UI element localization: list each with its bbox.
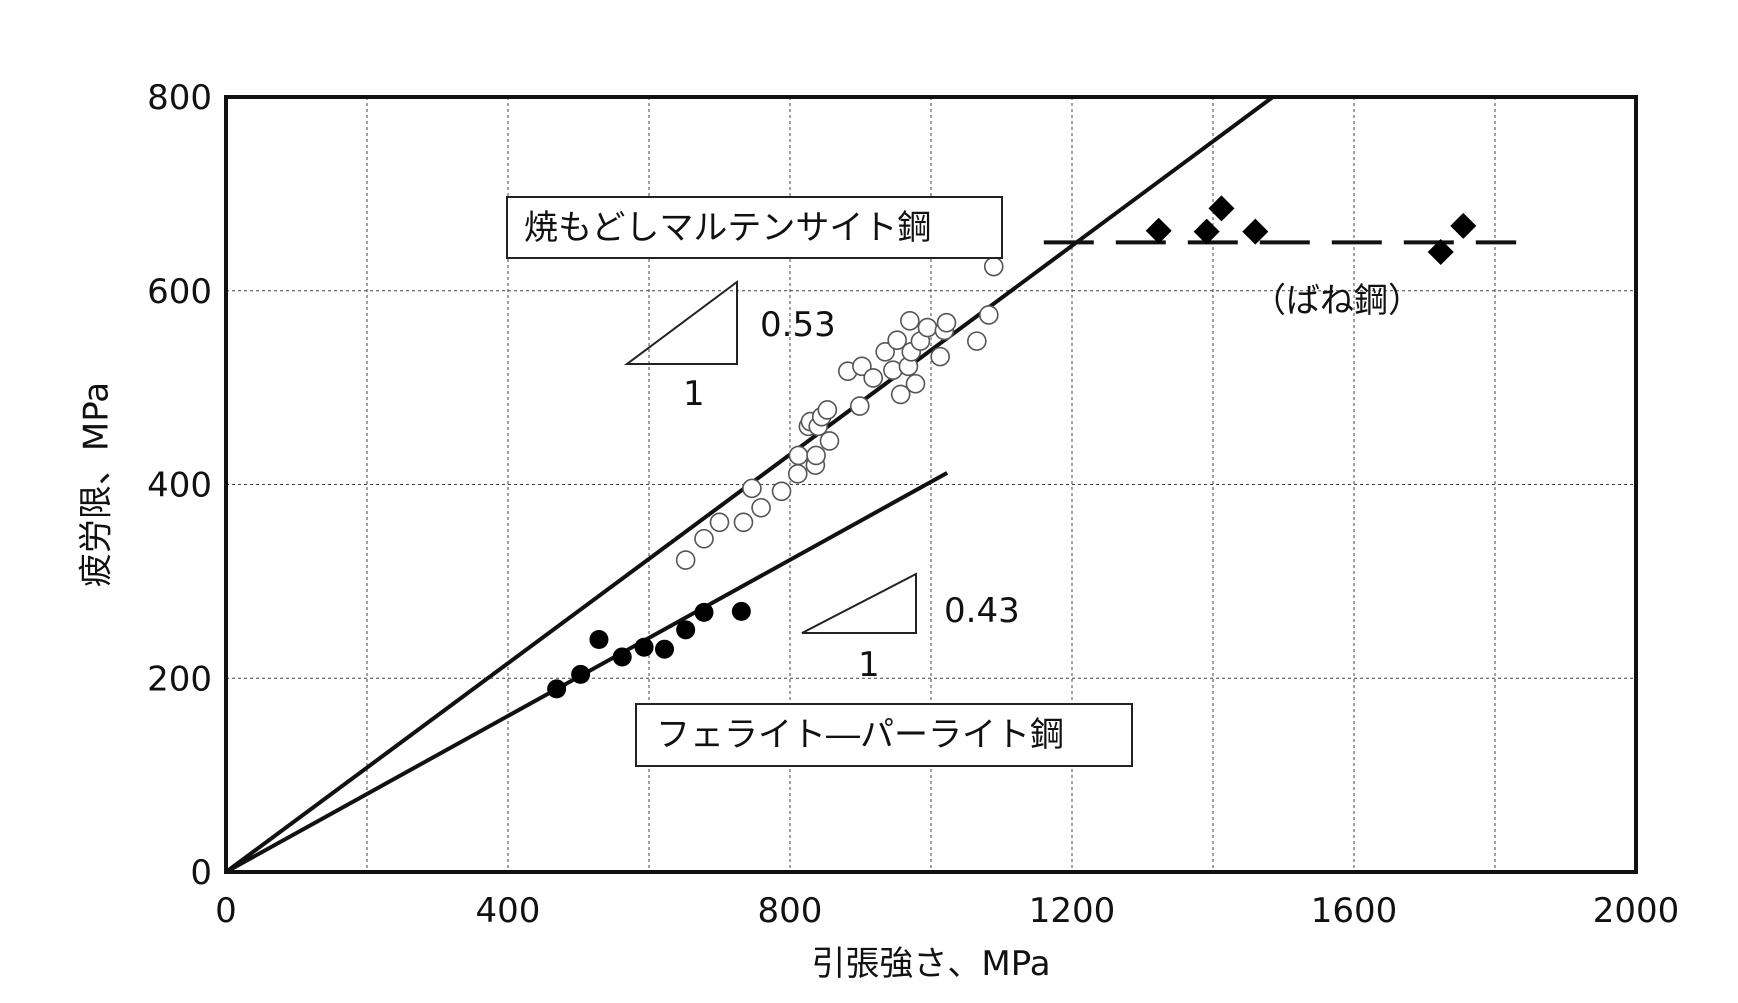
- martensite-point: [817, 400, 838, 420]
- martensite-point: [771, 481, 792, 502]
- y-tick-label: 600: [147, 272, 212, 312]
- slope-upper-run: 1: [683, 374, 705, 414]
- martensite-point: [979, 305, 999, 325]
- ferrite-label: フェライト―パーライト鋼: [656, 715, 1064, 755]
- martensite-point: [733, 512, 754, 533]
- y-axis-title: 疲労限、MPa: [77, 382, 117, 587]
- ferrite-point: [731, 601, 751, 621]
- martensite-point: [751, 497, 771, 518]
- martensite-point: [917, 317, 938, 338]
- x-axis-title: 引張強さ、MPa: [811, 944, 1050, 984]
- ferrite-point: [571, 664, 591, 684]
- tick-labels: 0 400 800 1200 1600 2000 0 200 400 600 800: [147, 78, 1679, 931]
- x-tick-label: 1200: [1029, 891, 1116, 931]
- martensite-point: [819, 431, 840, 451]
- martensite-point: [709, 512, 730, 533]
- slope-lower-value: 0.43: [944, 591, 1020, 631]
- spring-steel-point: [1242, 218, 1269, 245]
- spring-steel-point: [1145, 217, 1172, 244]
- martensite-point: [887, 330, 907, 350]
- slope-lower-run: 1: [858, 645, 880, 685]
- martensite-point: [983, 256, 1004, 277]
- martensite-point: [875, 341, 895, 362]
- slope-upper-value: 0.53: [760, 305, 836, 345]
- martensite-label-box: 焼もどしマルテンサイト鋼: [506, 196, 1003, 259]
- martensite-point: [806, 445, 826, 466]
- martensite-point: [742, 478, 762, 499]
- spring-steel-label: （ばね鋼）: [1252, 281, 1422, 321]
- slope-triangle-lower: 0.43 1: [801, 572, 1020, 685]
- ferrite-point: [589, 630, 609, 649]
- martensite-point: [788, 445, 809, 466]
- spring-steel-point: [1427, 239, 1454, 265]
- x-tick-label: 1600: [1311, 891, 1398, 931]
- martensite-point: [694, 528, 714, 549]
- martensite-point: [890, 384, 911, 405]
- ferrite-point: [634, 637, 654, 657]
- ferrite-point: [547, 679, 567, 699]
- martensite-point: [967, 331, 987, 351]
- martensite-point: [852, 356, 872, 377]
- martensite-point: [863, 368, 883, 388]
- x-tick-label: 800: [758, 891, 823, 931]
- ferrite-label-box: フェライト―パーライト鋼: [635, 703, 1133, 767]
- x-tick-label: 2000: [1593, 891, 1680, 931]
- spring-steel-point: [1208, 195, 1235, 222]
- spring-steel-point: [1450, 212, 1477, 239]
- slope-triangle-upper: 0.53 1: [623, 280, 836, 414]
- ferrite-point: [612, 647, 632, 667]
- x-tick-label: 0: [215, 891, 237, 931]
- y-tick-label: 800: [147, 78, 212, 118]
- martensite-point: [900, 310, 920, 331]
- y-tick-label: 400: [147, 466, 212, 506]
- martensite-point: [849, 396, 870, 416]
- plot-area-frame: [224, 95, 1638, 874]
- martensite-point: [675, 550, 696, 570]
- martensite-point: [936, 312, 957, 333]
- grid-lines: [226, 97, 1636, 872]
- martensite-point: [930, 346, 950, 367]
- spring-steel-point: [1193, 218, 1220, 245]
- martensite-point: [905, 373, 926, 394]
- ferrite-point: [676, 620, 696, 640]
- x-tick-label: 400: [476, 891, 541, 931]
- martensite-point: [787, 464, 808, 484]
- y-tick-label: 0: [190, 853, 212, 893]
- data-points: [547, 195, 1477, 699]
- ferrite-point: [655, 639, 675, 659]
- martensite-label: 焼もどしマルテンサイト鋼: [524, 208, 931, 248]
- ferrite-point: [694, 602, 714, 622]
- y-tick-label: 200: [147, 659, 212, 699]
